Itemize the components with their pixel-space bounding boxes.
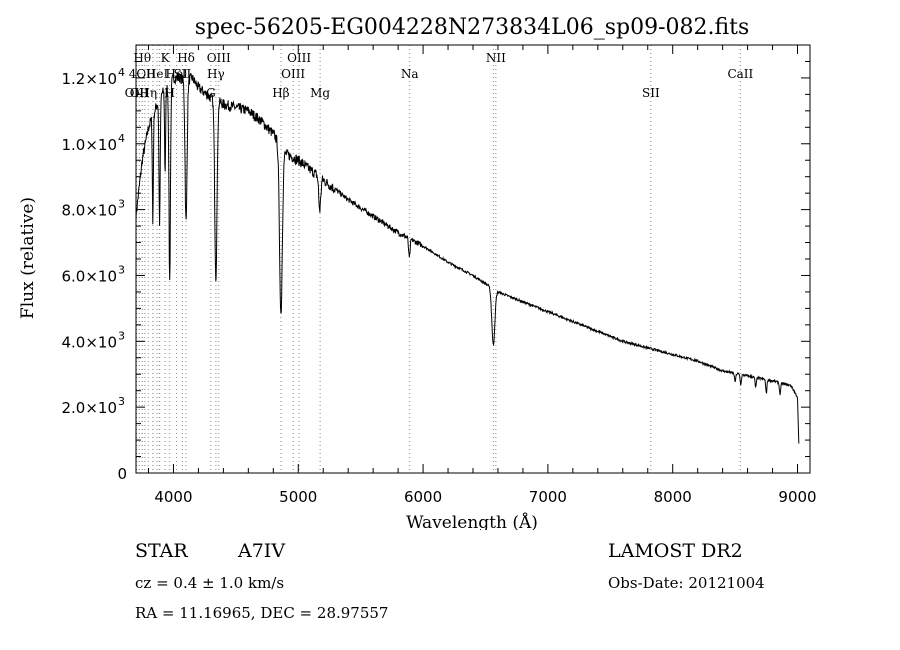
y-tick-mantissa: 8.0×10 [61,202,117,220]
y-tick-label: 1.2×10 4 [61,66,125,88]
line-marker-label: Hδ [177,51,195,65]
y-axis-label: Flux (relative) [18,197,38,319]
line-marker-label: Hη [139,86,157,100]
coordinates: RA = 11.16965, DEC = 28.97557 [135,604,389,622]
line-marker-label: OIII [281,67,305,81]
line-marker-label: OIII [207,51,231,65]
y-tick-mantissa: 6.0×10 [61,267,117,285]
line-marker-label: Mg [310,86,330,100]
line-marker-label: Na [401,67,419,81]
y-tick-mantissa: 1.2×10 [61,70,117,88]
y-tick-label: 8.0×10 3 [61,198,125,220]
y-tick-exponent: 3 [118,198,125,211]
line-markers: OIIIOIIHθ4OIIHηHeIKHHeISIIHδGHγOIIIHβOII… [125,45,754,473]
line-marker-label: K [161,51,171,65]
x-tick-label: 6000 [404,488,442,506]
y-tick-exponent: 3 [118,329,125,342]
x-tick-label: 7000 [529,488,567,506]
chart-title: spec-56205-EG004228N273834L06_sp09-082.f… [195,15,750,40]
line-marker-label: HeI [146,67,169,81]
object-class: STAR [135,540,188,562]
y-tick-exponent: 4 [118,66,125,79]
line-marker-label: Hγ [207,67,225,81]
line-marker-label: Hβ [272,86,289,100]
line-marker-label: OIII [287,51,311,65]
y-tick-exponent: 4 [118,132,125,145]
y-tick-label: 6.0×10 3 [61,263,125,285]
x-axis: 4000 5000 6000 7000 8000 9000 [147,45,817,506]
y-tick-mantissa: 2.0×10 [61,399,117,417]
y-tick-label: 0 [117,465,127,483]
obs-date: Obs-Date: 20121004 [608,574,765,592]
line-marker-label: H [164,86,174,100]
y-axis: 02.0×10 34.0×10 36.0×10 38.0×10 31.0×10 41.2×… [61,44,810,483]
line-marker-label: SII [642,86,660,100]
y-tick-mantissa: 4.0×10 [61,333,117,351]
y-tick-exponent: 3 [118,263,125,276]
line-marker-label: OIII [125,86,149,100]
plot-frame [135,44,811,474]
x-tick-label: 9000 [778,488,816,506]
spectrum-line [135,72,800,444]
y-tick-mantissa: 1.0×10 [61,136,117,154]
y-tick-exponent: 3 [118,395,125,408]
spectrum-chart: spec-56205-EG004228N273834L06_sp09-082.f… [18,15,817,530]
redshift-value: cz = 0.4 ± 1.0 km/s [135,574,285,592]
y-tick-label: 2.0×10 3 [61,395,125,417]
line-marker-label: G [206,86,216,100]
x-tick-label: 8000 [654,488,692,506]
survey-name: LAMOST DR2 [608,540,743,562]
y-tick-mantissa: 0 [117,465,127,483]
y-tick-label: 1.0×10 4 [61,132,125,154]
object-subclass: A7IV [238,540,286,562]
x-axis-label: Wavelength (Å) [406,512,538,530]
line-marker-label: CaII [727,67,753,81]
y-tick-label: 4.0×10 3 [61,329,125,351]
x-tick-label: 4000 [154,488,192,506]
line-marker-label: NII [486,51,506,65]
x-tick-label: 5000 [279,488,317,506]
